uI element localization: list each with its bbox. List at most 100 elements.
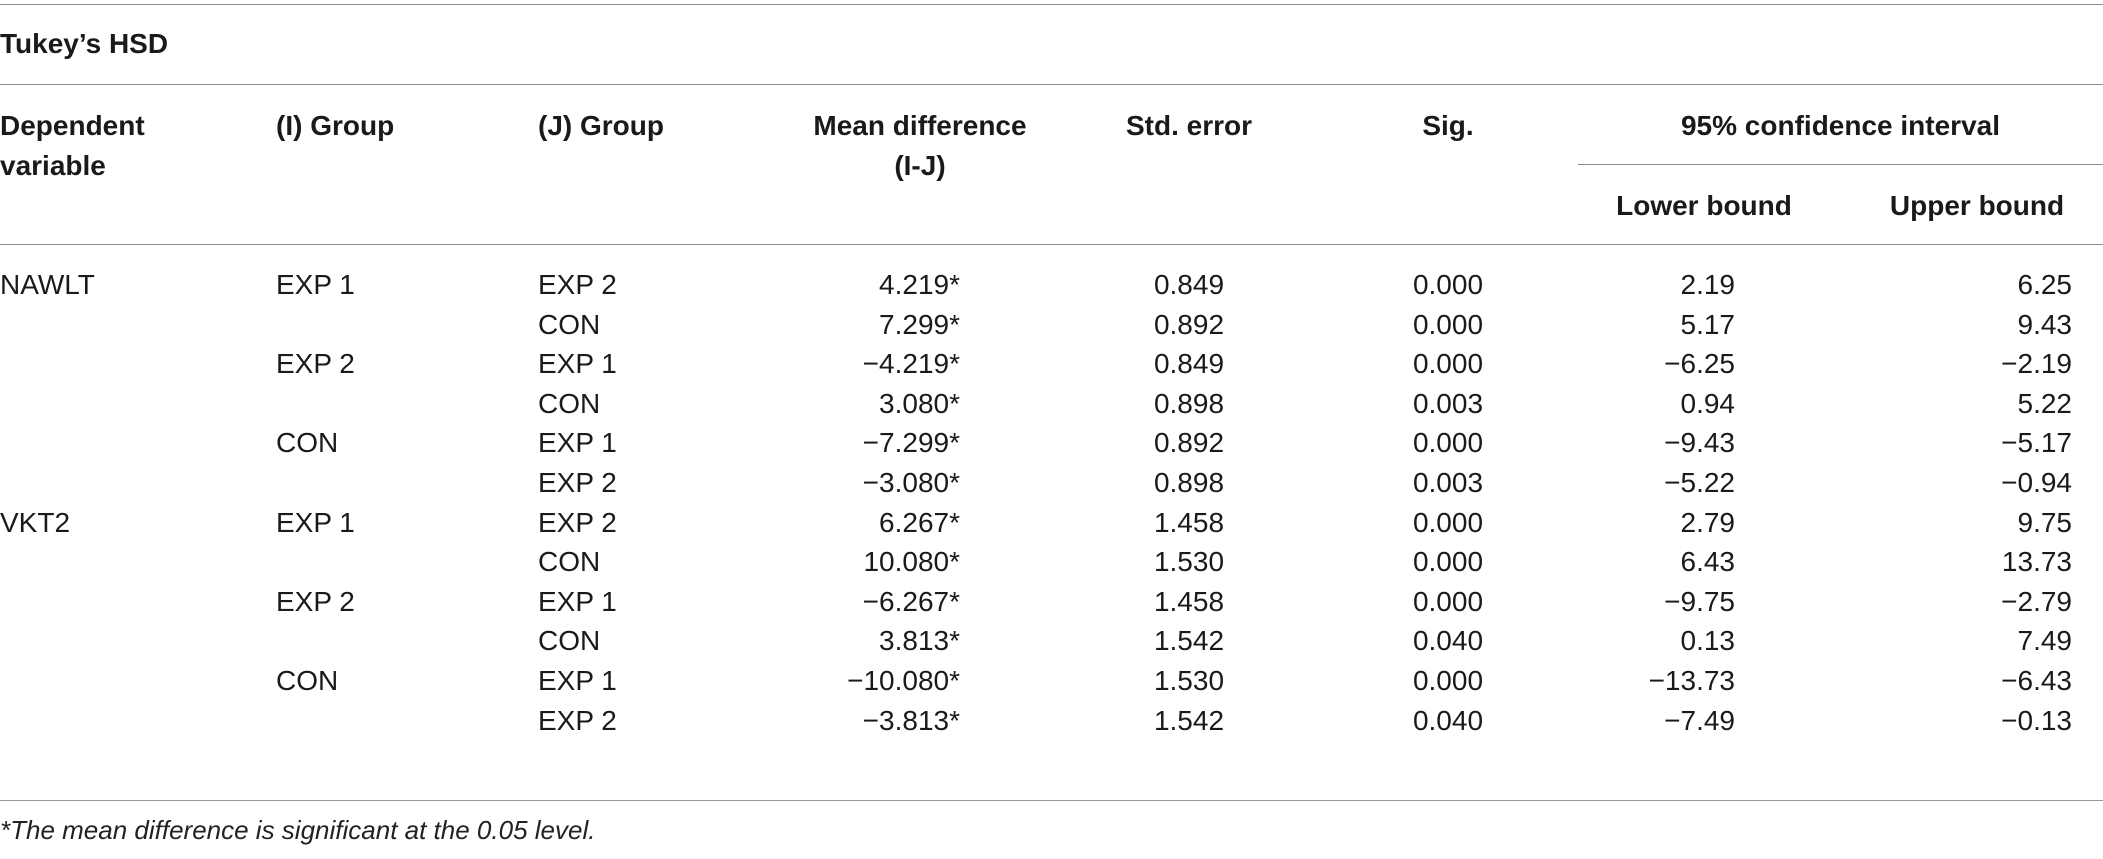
header-lower-bound: Lower bound: [1616, 190, 1792, 221]
cell-sig: 0.040: [1412, 704, 1484, 736]
cell-std-error: 0.892: [1153, 308, 1225, 340]
caption-rule: [0, 84, 2103, 85]
table-row: CON 7.299* 0.892 0.000 5.17 9.43: [0, 305, 2103, 345]
cell-mean-difference: −3.080*: [862, 466, 960, 498]
cell-j-group: EXP 2: [538, 704, 617, 736]
cell-mean-difference: −10.080*: [847, 664, 960, 696]
table-row: CON EXP 1 −10.080* 1.530 0.000 −13.73 −6.43: [0, 661, 2103, 701]
header-confidence-interval: 95% confidence interval: [1680, 110, 2000, 141]
cell-j-group: EXP 1: [538, 348, 617, 380]
table-footnote: *The mean difference is significant at t…: [0, 815, 596, 845]
header-dependent-variable: Dependent variable: [0, 110, 145, 181]
cell-upper-bound: −0.94: [2001, 466, 2072, 498]
cell-lower-bound: −5.22: [1664, 466, 1735, 498]
cell-sig: 0.000: [1412, 308, 1484, 340]
cell-std-error: 1.458: [1153, 585, 1225, 617]
cell-upper-bound: 13.73: [2001, 546, 2072, 578]
cell-std-error: 1.530: [1153, 546, 1225, 578]
cell-mean-difference: 4.219*: [879, 269, 960, 300]
table-row: EXP 2 EXP 1 −4.219* 0.849 0.000 −6.25 −2.19: [0, 344, 2103, 384]
header-i-group: (I) Group: [276, 110, 395, 141]
cell-sig: 0.000: [1412, 546, 1484, 578]
cell-mean-difference: −3.813*: [862, 704, 960, 736]
cell-dependent-variable: VKT2: [0, 506, 71, 538]
cell-j-group: EXP 1: [538, 664, 617, 696]
cell-upper-bound: 6.25: [2017, 269, 2073, 300]
cell-std-error: 1.530: [1153, 664, 1225, 696]
cell-sig: 0.000: [1412, 348, 1484, 380]
top-rule: [0, 4, 2103, 5]
cell-lower-bound: −9.75: [1664, 585, 1735, 617]
cell-j-group: EXP 2: [538, 466, 617, 498]
cell-std-error: 0.849: [1153, 348, 1225, 380]
table-row: CON EXP 1 −7.299* 0.892 0.000 −9.43 −5.17: [0, 423, 2103, 463]
cell-i-group: EXP 2: [276, 348, 355, 380]
table-row: EXP 2 EXP 1 −6.267* 1.458 0.000 −9.75 −2.79: [0, 582, 2103, 622]
cell-j-group: CON: [538, 546, 601, 578]
cell-j-group: EXP 1: [538, 427, 617, 459]
cell-lower-bound: 2.79: [1680, 506, 1736, 538]
cell-i-group: CON: [276, 427, 339, 459]
table-caption: Tukey’s HSD: [0, 28, 169, 59]
cell-std-error: 1.458: [1153, 506, 1225, 538]
cell-std-error: 0.898: [1153, 387, 1225, 419]
header-std-error: Std. error: [1125, 110, 1253, 141]
cell-lower-bound: 0.94: [1680, 387, 1736, 419]
cell-upper-bound: −6.43: [2001, 664, 2072, 696]
header-j-group: (J) Group: [538, 110, 664, 141]
table-row: VKT2 EXP 1 EXP 2 6.267* 1.458 0.000 2.79 9.75: [0, 503, 2103, 543]
table-row: CON 10.080* 1.530 0.000 6.43 13.73: [0, 542, 2103, 582]
cell-lower-bound: −13.73: [1648, 664, 1735, 696]
cell-i-group: EXP 1: [276, 506, 355, 538]
table-row: EXP 2 −3.080* 0.898 0.003 −5.22 −0.94: [0, 463, 2103, 503]
cell-sig: 0.003: [1412, 466, 1484, 498]
cell-mean-difference: 10.080*: [863, 546, 960, 578]
cell-j-group: CON: [538, 625, 601, 657]
table-row: NAWLT EXP 1 EXP 2 4.219* 0.849 0.000 2.19 6.25: [0, 265, 2103, 305]
ci-rule: [1578, 164, 2103, 165]
cell-mean-difference: 7.299*: [879, 308, 960, 340]
cell-std-error: 0.898: [1153, 466, 1225, 498]
cell-upper-bound: 9.43: [2017, 308, 2073, 340]
table-row: CON 3.813* 1.542 0.040 0.13 7.49: [0, 621, 2103, 661]
cell-sig: 0.000: [1412, 506, 1484, 538]
cell-dependent-variable: NAWLT: [0, 269, 95, 300]
cell-lower-bound: 6.43: [1680, 546, 1736, 578]
cell-j-group: EXP 2: [538, 269, 617, 300]
cell-lower-bound: 2.19: [1680, 269, 1736, 300]
table-row: CON 3.080* 0.898 0.003 0.94 5.22: [0, 384, 2103, 424]
cell-i-group: EXP 1: [276, 269, 355, 300]
cell-mean-difference: 3.813*: [879, 625, 960, 657]
cell-mean-difference: 6.267*: [879, 506, 960, 538]
cell-upper-bound: 7.49: [2017, 625, 2073, 657]
cell-sig: 0.000: [1412, 585, 1484, 617]
header-mean-difference: Mean difference (I-J): [813, 110, 1027, 181]
cell-upper-bound: −2.19: [2001, 348, 2072, 380]
cell-std-error: 0.849: [1153, 269, 1225, 300]
bottom-rule: [0, 800, 2103, 801]
cell-upper-bound: 9.75: [2017, 506, 2073, 538]
cell-upper-bound: −2.79: [2001, 585, 2072, 617]
cell-lower-bound: 5.17: [1680, 308, 1736, 340]
cell-i-group: EXP 2: [276, 585, 355, 617]
cell-lower-bound: −9.43: [1664, 427, 1735, 459]
cell-sig: 0.000: [1412, 664, 1484, 696]
cell-lower-bound: −6.25: [1664, 348, 1735, 380]
cell-mean-difference: −4.219*: [862, 348, 960, 380]
cell-sig: 0.003: [1412, 387, 1484, 419]
cell-j-group: CON: [538, 308, 601, 340]
cell-lower-bound: 0.13: [1680, 625, 1736, 657]
cell-std-error: 1.542: [1153, 625, 1225, 657]
cell-upper-bound: −0.13: [2001, 704, 2072, 736]
cell-j-group: EXP 1: [538, 585, 617, 617]
cell-upper-bound: −5.17: [2001, 427, 2072, 459]
cell-lower-bound: −7.49: [1664, 704, 1735, 736]
cell-sig: 0.000: [1412, 427, 1484, 459]
cell-sig: 0.000: [1412, 269, 1484, 300]
cell-upper-bound: 5.22: [2017, 387, 2073, 419]
table-row: EXP 2 −3.813* 1.542 0.040 −7.49 −0.13: [0, 701, 2103, 741]
cell-j-group: EXP 2: [538, 506, 617, 538]
table-body: NAWLT EXP 1 EXP 2 4.219* 0.849 0.000 2.19 6.25 C…: [0, 265, 2103, 740]
cell-std-error: 0.892: [1153, 427, 1225, 459]
header-upper-bound: Upper bound: [1889, 190, 2065, 221]
